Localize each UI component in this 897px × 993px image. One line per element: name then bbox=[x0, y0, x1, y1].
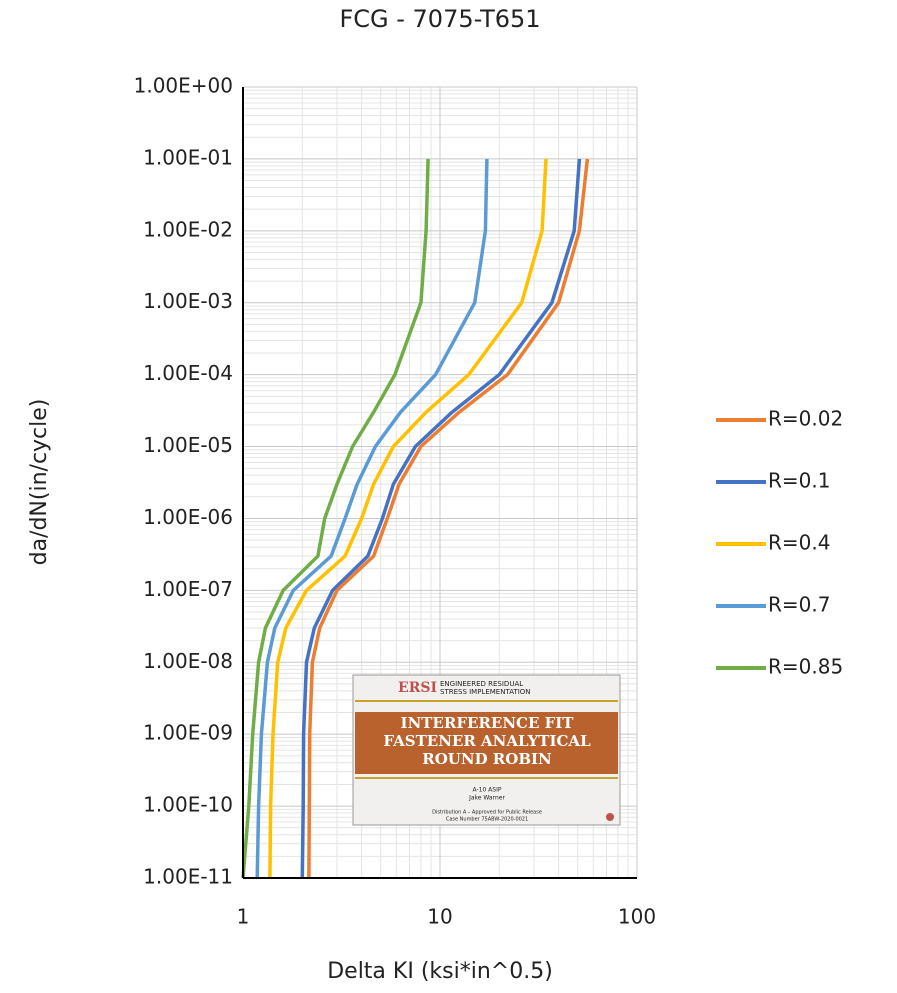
legend-label: R=0.7 bbox=[768, 593, 830, 617]
series-line bbox=[300, 158, 582, 879]
plot-lines bbox=[241, 158, 590, 879]
y-tick-label: 1.00E-11 bbox=[143, 865, 233, 889]
inset-text: Case Number 75ABW-2020-0021 bbox=[446, 817, 528, 823]
inset-logo-text: STRESS IMPLEMENTATION bbox=[440, 688, 531, 696]
axes: 1.00E-11 1.00E-10 1.00E-09 1.00E-08 1.00E-07… bbox=[134, 74, 656, 929]
inset-title: FASTENER ANALYTICAL bbox=[383, 732, 591, 750]
inset-text: Jake Warner bbox=[468, 795, 505, 802]
series-line bbox=[241, 158, 430, 879]
legend: R=0.02 R=0.1 R=0.4 R=0.7 R=0.85 bbox=[716, 407, 843, 679]
y-tick-label: 1.00E-02 bbox=[143, 217, 233, 241]
y-axis-label: da/dN(in/cycle) bbox=[27, 399, 52, 566]
y-tick-label: 1.00E+00 bbox=[134, 74, 233, 98]
x-tick-label: 10 bbox=[427, 905, 452, 929]
inset-text: A-10 ASIP bbox=[473, 787, 502, 794]
x-tick-label: 1 bbox=[237, 905, 250, 929]
legend-label: R=0.4 bbox=[768, 531, 830, 555]
inset-dot bbox=[606, 813, 614, 821]
y-tick-label: 1.00E-09 bbox=[143, 721, 233, 745]
series-line bbox=[307, 158, 590, 879]
y-tick-label: 1.00E-01 bbox=[143, 145, 233, 169]
inset-title: ROUND ROBIN bbox=[422, 750, 552, 768]
y-tick-label: 1.00E-06 bbox=[143, 505, 233, 529]
legend-label: R=0.02 bbox=[768, 407, 843, 431]
y-tick-label: 1.00E-05 bbox=[143, 433, 233, 457]
inset-logo: ERSI bbox=[398, 680, 437, 696]
y-tick-label: 1.00E-08 bbox=[143, 649, 233, 673]
y-tick-label: 1.00E-10 bbox=[143, 793, 233, 817]
legend-label: R=0.85 bbox=[768, 655, 843, 679]
inset-text: Distribution A – Approved for Public Rel… bbox=[432, 810, 542, 816]
y-tick-label: 1.00E-03 bbox=[143, 289, 233, 313]
y-tick-label: 1.00E-04 bbox=[143, 361, 233, 385]
inset-image: ERSI ENGINEERED RESIDUAL STRESS IMPLEMEN… bbox=[352, 674, 621, 826]
inset-title: INTERFERENCE FIT bbox=[401, 714, 575, 732]
series-line bbox=[268, 158, 548, 879]
x-axis-label: Delta KI (ksi*in^0.5) bbox=[327, 959, 553, 984]
x-tick-label: 100 bbox=[618, 905, 656, 929]
legend-label: R=0.1 bbox=[768, 469, 830, 493]
y-tick-label: 1.00E-07 bbox=[143, 577, 233, 601]
chart-title: FCG - 7075-T651 bbox=[339, 5, 540, 33]
inset-logo-text: ENGINEERED RESIDUAL bbox=[440, 680, 523, 688]
inset-banner bbox=[355, 712, 618, 774]
series-line bbox=[255, 158, 489, 879]
